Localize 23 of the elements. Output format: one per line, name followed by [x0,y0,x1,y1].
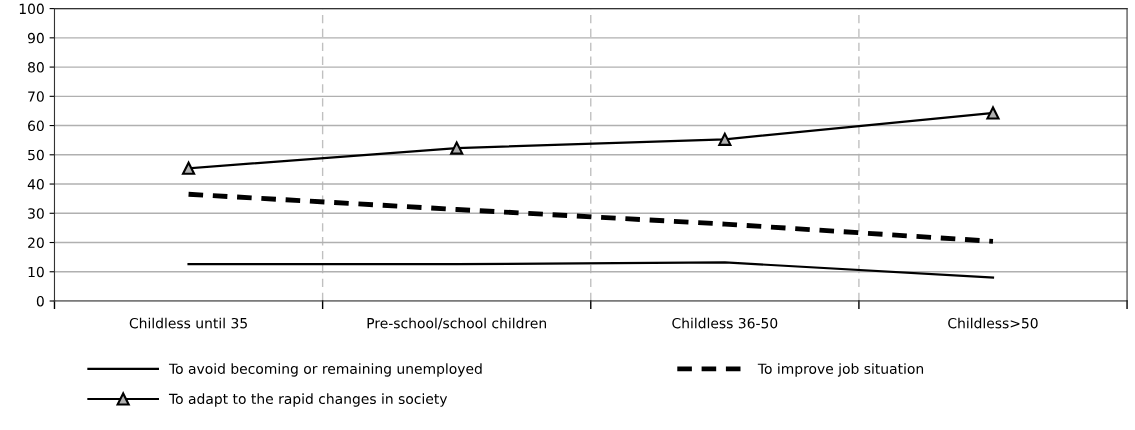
legend-label: To improve job situation [757,363,924,377]
y-tick-label: 40 [27,179,44,190]
point [718,132,732,146]
line-series [186,191,996,244]
x-tick-label: Childless until 35 [129,317,247,329]
y-tick-label: 0 [36,295,44,307]
point [986,106,1000,120]
point [450,141,464,155]
y-tick-label: 60 [28,120,44,132]
point [181,161,196,175]
x-tick-label: Childless 36-50 [672,317,778,329]
x-tick-label: Childless>50 [948,317,1038,329]
y-tick-label: 10 [28,266,44,278]
y-tick-label: 30 [28,208,44,219]
y-tick-label: 100 [19,3,44,15]
x-tick-label: Pre-school/school children [367,317,546,330]
legend-label: To adapt to the rapid changes in society [168,393,448,407]
y-tick-label: 90 [27,32,44,44]
y-tick-label: 20 [28,237,44,248]
y-tick-label: 80 [28,62,44,73]
y-tick-label: 50 [28,149,44,161]
legend-label: To avoid becoming or remaining unemployed [168,363,482,377]
y-tick-label: 70 [28,91,44,102]
